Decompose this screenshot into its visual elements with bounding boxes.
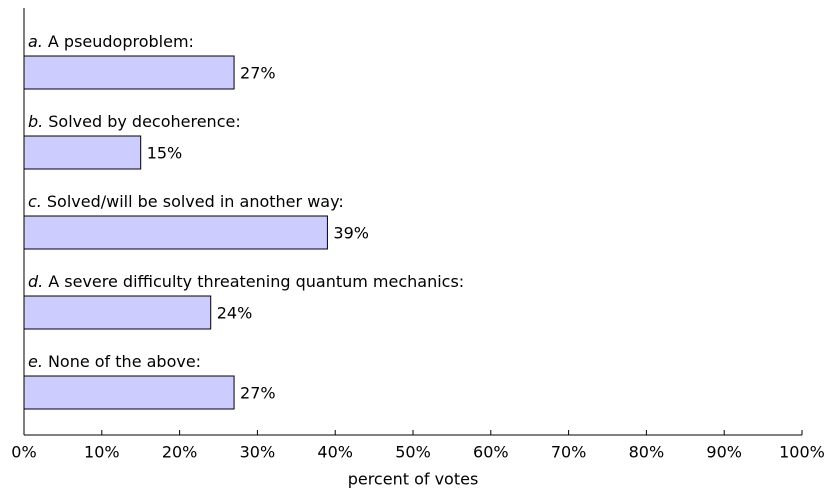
x-tick-label: 60% [473,443,509,462]
bar [23,135,142,170]
x-tick-label: 70% [551,443,587,462]
x-tick-label: 80% [629,443,665,462]
category-prefix: e. [28,352,43,371]
value-label: 39% [333,224,369,243]
category-text: A severe difficulty threatening quantum … [48,272,464,291]
x-tick-label: 10% [84,443,120,462]
category-label: b. Solved by decoherence: [28,112,241,131]
bar [23,375,235,410]
category-prefix: d. [28,272,43,291]
category-text: A pseudoproblem: [48,32,194,51]
bar [23,295,212,330]
x-tick-label: 0% [11,443,36,462]
bar [23,215,328,250]
value-label: 27% [240,64,276,83]
x-tick-label: 100% [779,443,825,462]
category-label: d. A severe difficulty threatening quantu… [28,272,464,291]
value-label: 24% [217,304,253,323]
category-label: c. Solved/will be solved in another way: [28,192,344,211]
x-tick-label: 50% [395,443,431,462]
category-text: Solved/will be solved in another way: [47,192,344,211]
category-prefix: a. [28,32,43,51]
category-prefix: c. [28,192,42,211]
bar [23,55,235,90]
category-label: a. A pseudoproblem: [28,32,194,51]
x-tick-label: 30% [240,443,276,462]
x-axis-label: percent of votes [348,470,479,489]
x-tick-label: 40% [317,443,353,462]
category-label: e. None of the above: [28,352,201,371]
value-label: 15% [147,144,183,163]
x-tick-label: 90% [706,443,742,462]
value-label: 27% [240,384,276,403]
category-prefix: b. [28,112,43,131]
x-tick-label: 20% [162,443,198,462]
category-text: Solved by decoherence: [48,112,240,131]
category-text: None of the above: [48,352,201,371]
